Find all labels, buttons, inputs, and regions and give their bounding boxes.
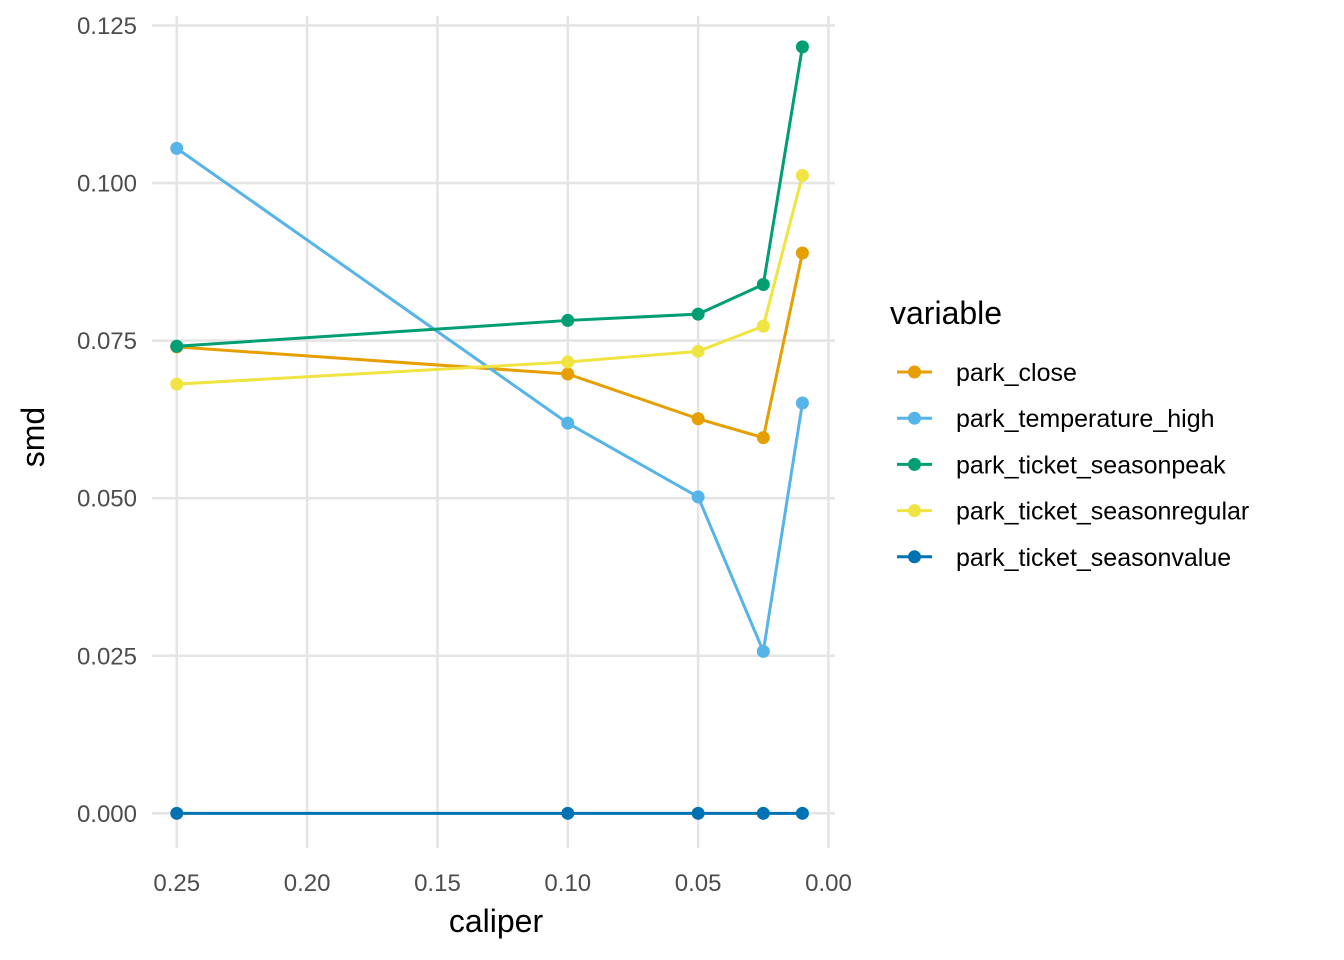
legend-label: park_ticket_seasonpeak (956, 451, 1226, 479)
y-tick-label: 0.100 (77, 171, 137, 198)
data-point (561, 313, 575, 327)
series-park_ticket_seasonregular (170, 168, 809, 391)
data-point (756, 431, 770, 445)
legend-item: park_ticket_seasonpeak (897, 451, 1226, 479)
x-tick-label: 0.00 (805, 870, 852, 897)
series-park_ticket_seasonvalue (170, 806, 809, 820)
data-point (561, 367, 575, 381)
data-point (170, 806, 184, 820)
series-line (176, 252, 804, 440)
legend-label: park_ticket_seasonregular (956, 498, 1249, 526)
legend-key-point (908, 457, 921, 471)
x-tick-label: 0.20 (284, 870, 331, 897)
data-point (795, 396, 809, 410)
x-axis-title: caliper (449, 903, 544, 939)
series-line (176, 46, 804, 348)
x-tick-label: 0.10 (544, 870, 591, 897)
data-point (756, 278, 770, 292)
data-point (170, 377, 184, 391)
legend-title: variable (890, 295, 1002, 331)
y-tick-label: 0.125 (77, 13, 137, 40)
x-tick-label: 0.15 (414, 870, 461, 897)
data-point (170, 141, 184, 155)
data-point (691, 307, 705, 321)
legend-key-point (908, 550, 921, 564)
legend-item: park_temperature_high (897, 405, 1215, 433)
data-point (691, 806, 705, 820)
data-point (795, 40, 809, 54)
y-tick-label: 0.075 (77, 328, 137, 355)
y-axis-title: smd (15, 407, 51, 467)
grid (152, 16, 835, 848)
data-point (691, 412, 705, 426)
series-park_temperature_high (170, 141, 809, 658)
y-tick-label: 0.025 (77, 643, 137, 670)
data-point (561, 806, 575, 820)
data-point (756, 644, 770, 658)
data-point (170, 339, 184, 353)
series-line (175, 147, 804, 653)
legend-item: park_ticket_seasonregular (897, 498, 1249, 526)
data-point (561, 355, 575, 369)
data-point (756, 319, 770, 333)
data-point (756, 806, 770, 820)
series-park_ticket_seasonpeak (170, 40, 809, 353)
data-point (691, 344, 705, 358)
data-point (795, 168, 809, 182)
x-axis-ticks: 0.25 0.20 0.15 0.10 0.05 0.00 (153, 870, 851, 897)
y-tick-label: 0.050 (77, 486, 137, 513)
y-axis-ticks: 0.000 0.025 0.050 0.075 0.100 0.125 (77, 13, 137, 828)
legend-label: park_ticket_seasonvalue (956, 544, 1231, 572)
data-point (795, 806, 809, 820)
data-point (691, 490, 705, 504)
legend-key-point (908, 365, 921, 379)
legend-label: park_close (956, 359, 1077, 387)
legend-key-point (908, 504, 921, 518)
x-tick-label: 0.25 (153, 870, 200, 897)
y-tick-label: 0.000 (77, 801, 137, 828)
data-point (795, 246, 809, 260)
legend-key-point (908, 411, 921, 425)
data-point (561, 416, 575, 430)
x-tick-label: 0.05 (675, 870, 722, 897)
legend-item: park_close (897, 359, 1077, 387)
legend: variable park_close park_temperature_high… (890, 295, 1249, 572)
legend-label: park_temperature_high (956, 405, 1215, 433)
plot-series (170, 40, 809, 820)
legend-item: park_ticket_seasonvalue (897, 544, 1231, 572)
